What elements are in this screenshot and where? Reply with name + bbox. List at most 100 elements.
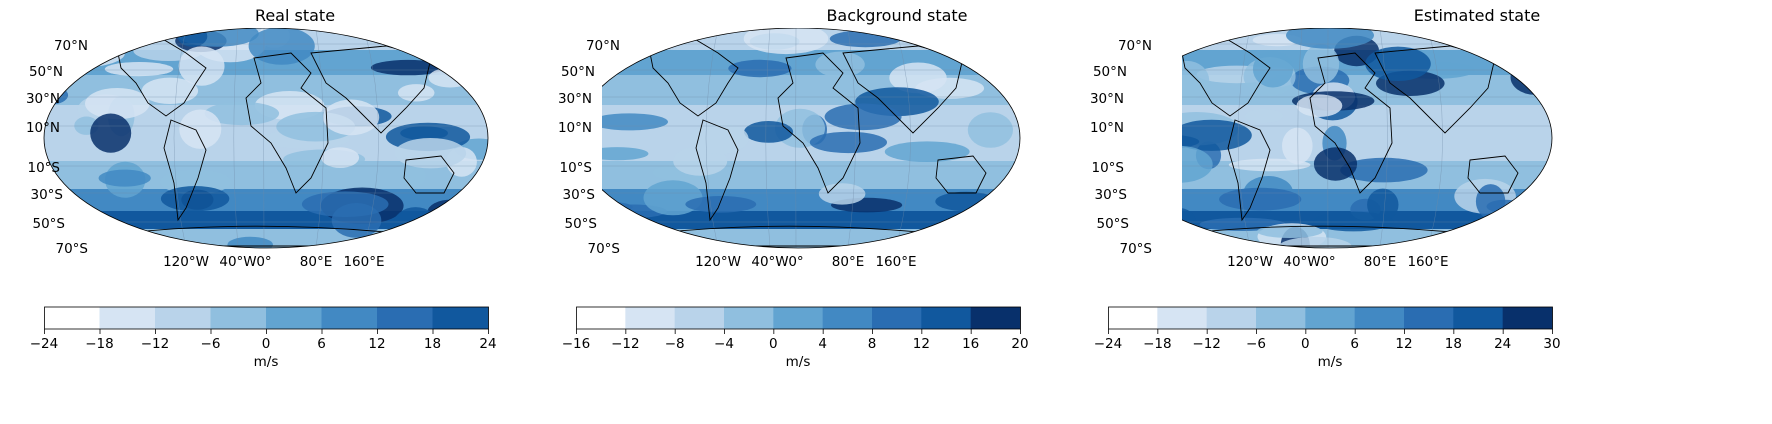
colorbar-tick-label: 16 — [962, 336, 980, 352]
wind-contour — [331, 203, 382, 238]
colorbar-bin — [970, 307, 1021, 329]
graticule-line — [765, 28, 771, 248]
wind-contour — [1219, 187, 1302, 211]
colorbar-tick-label: 18 — [1444, 336, 1462, 352]
graticule-line — [173, 28, 187, 248]
coastline — [403, 155, 455, 194]
wind-contour — [824, 103, 902, 131]
wind-field — [44, 28, 488, 248]
colorbar-bin — [99, 307, 156, 329]
latitude-label: 50°S — [1096, 216, 1130, 232]
wind-contour — [967, 112, 1013, 148]
wind-contour — [1510, 59, 1552, 95]
latitude-label: 50°S — [32, 216, 66, 232]
wind-contour — [1367, 188, 1399, 221]
colorbar-bin — [1453, 307, 1504, 329]
colorbar-bin — [674, 307, 725, 329]
latitude-label: 10°N — [557, 120, 592, 136]
colorbar-unit-label: m/s — [785, 354, 811, 370]
colorbar-tick-label: 6 — [1350, 336, 1359, 352]
wind-contour — [204, 101, 280, 126]
map-border — [602, 28, 1021, 249]
colorbar-tick-label: −12 — [611, 336, 640, 352]
colorbar-tick-label: 18 — [423, 336, 442, 352]
coastline — [935, 155, 987, 194]
wind-contour — [1296, 94, 1343, 117]
wind-contour — [829, 30, 901, 48]
coastline — [695, 119, 739, 222]
colorbar-bin — [921, 307, 972, 329]
panel-title: Estimated state — [1413, 6, 1541, 25]
wind-contour — [179, 109, 222, 149]
panel-title: Background state — [826, 6, 968, 25]
wind-contour — [1244, 109, 1284, 123]
colorbar-tick-label: 4 — [818, 336, 827, 352]
colorbar-bin — [1502, 307, 1553, 329]
colorbar-bin — [210, 307, 267, 329]
colorbar-tick-label: −12 — [1192, 336, 1221, 352]
wind-contour — [1182, 119, 1252, 151]
colorbar-bin — [1108, 307, 1158, 329]
wind-contour — [1485, 217, 1552, 243]
wind-contour — [1257, 224, 1323, 238]
latitude-label: 10°S — [27, 160, 61, 176]
latitude-label: 70°N — [1117, 38, 1152, 54]
wind-contour — [1182, 145, 1213, 183]
graticule-line — [895, 28, 911, 248]
wind-band — [44, 189, 488, 211]
colorbar-tick-label: 12 — [1395, 336, 1413, 352]
longitude-label: 120°W — [695, 254, 741, 270]
colorbar-strip — [1108, 306, 1553, 334]
graticule-line — [315, 28, 324, 248]
wind-contour — [90, 113, 132, 153]
colorbar-tick-label: −16 — [561, 336, 591, 352]
colorbar-bin — [822, 307, 873, 329]
longitude-label: 80°E — [831, 254, 865, 270]
latitude-label: 70°S — [55, 241, 89, 257]
wind-contour — [370, 59, 445, 76]
colorbar-bin — [625, 307, 676, 329]
wind-contour — [1313, 147, 1358, 181]
wind-contour — [1433, 28, 1501, 44]
latitude-label: 30°S — [1094, 187, 1128, 203]
wind-contour — [424, 218, 454, 242]
wind-band — [602, 211, 1020, 229]
wind-contour — [401, 165, 426, 187]
colorbar-bin — [266, 307, 322, 329]
longitude-label: 40°W — [751, 254, 789, 270]
wind-contour — [427, 199, 475, 225]
colorbar-bin — [1404, 307, 1454, 329]
latitude-label: 10°S — [559, 160, 593, 176]
latitude-label: 10°S — [1091, 160, 1125, 176]
wind-contour — [1302, 44, 1340, 84]
colorbar-tick-label: −12 — [140, 336, 170, 352]
wind-field — [1182, 28, 1552, 248]
colorbar-tick-label: −24 — [29, 336, 59, 352]
wind-contour — [443, 35, 488, 67]
colorbar-bin — [377, 307, 433, 329]
wind-contour — [1278, 236, 1352, 248]
wind-contour — [690, 123, 749, 155]
wind-contour — [643, 180, 703, 216]
wind-contour — [400, 28, 426, 44]
graticule-line — [233, 28, 239, 248]
wind-contour — [227, 236, 273, 248]
latitude-label: 30°S — [30, 187, 64, 203]
wind-contour — [1252, 50, 1294, 88]
latitude-label: 70°S — [587, 241, 621, 257]
latitude-label: 50°S — [564, 216, 598, 232]
graticule-line — [363, 28, 379, 248]
latitude-label: 70°S — [1119, 241, 1153, 257]
world-map-background — [602, 28, 1021, 249]
latitude-label: 30°N — [25, 91, 60, 107]
panel-background-state: Background state 70°N 50°N 30°N 10°N 10°S 30°… — [558, 0, 1192, 424]
colorbar-bin — [44, 307, 100, 329]
colorbar-frame — [576, 306, 1021, 330]
coastline — [1227, 119, 1271, 222]
colorbar-strip — [44, 306, 489, 334]
panel-title: Real state — [254, 6, 336, 25]
wind-contour — [602, 147, 649, 161]
world-map-real — [43, 28, 489, 249]
colorbar-tick-label: 12 — [912, 336, 930, 352]
wind-contour — [424, 225, 469, 248]
